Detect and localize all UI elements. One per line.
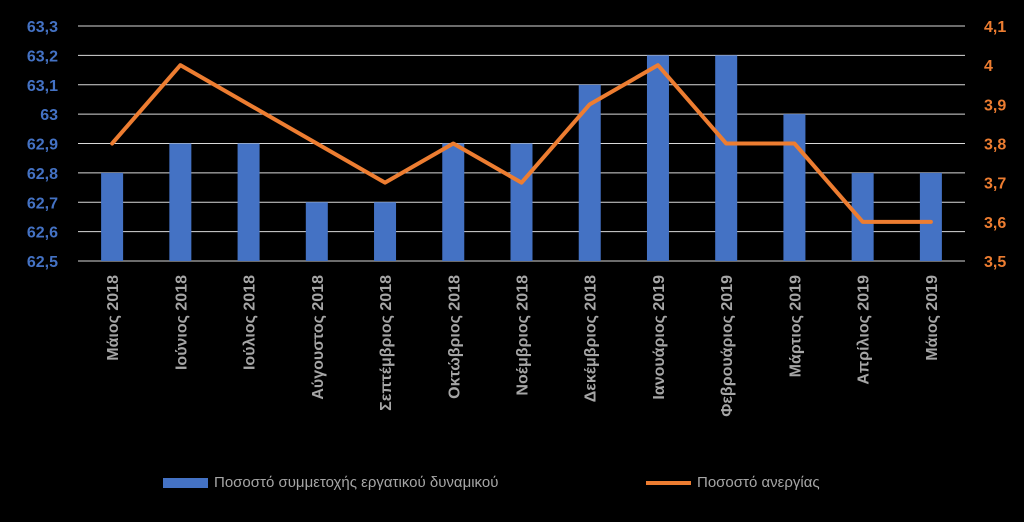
legend-label-bar: Ποσοστό συμμετοχής εργατικού δυναμικού (214, 474, 499, 491)
right-tick-label: 3,5 (984, 254, 1006, 271)
category-label: Μάιος 2019 (924, 275, 941, 361)
right-tick-label: 4 (984, 58, 993, 75)
left-tick-label: 62,8 (27, 166, 58, 183)
bar (578, 84, 601, 261)
category-label: Ιούλιος 2018 (242, 275, 259, 370)
bar (442, 143, 465, 261)
line-series (110, 63, 933, 224)
category-label: Νοέμβριος 2018 (515, 275, 532, 396)
bar-series (101, 55, 942, 261)
legend-item-bar: Ποσοστό συμμετοχής εργατικού δυναμικού (163, 474, 498, 491)
left-axis-ticks: 62,5 62,6 62,7 62,8 62,9 63 63,1 63,2 63,3 (27, 19, 58, 271)
right-axis-ticks: 3,5 3,6 3,7 3,8 3,9 4 4,1 (984, 19, 1006, 271)
bar (101, 172, 124, 261)
left-tick-label: 63,3 (27, 19, 58, 36)
legend: Ποσοστό συμμετοχής εργατικού δυναμικού Π… (0, 474, 1024, 502)
category-axis-labels: Μάιος 2018 Ιούνιος 2018 Ιούλιος 2018 Αύγουσ… (105, 275, 941, 417)
category-label: Σεπτέμβριος 2018 (378, 275, 395, 411)
bar (305, 202, 328, 261)
category-label: Μάιος 2018 (105, 275, 122, 361)
category-label: Μάρτιος 2019 (787, 275, 804, 377)
legend-swatch-line (646, 480, 691, 485)
category-label: Αύγουστος 2018 (310, 275, 327, 400)
right-tick-label: 3,8 (984, 137, 1006, 154)
category-label: Ιούνιος 2018 (173, 275, 190, 370)
bar (919, 172, 942, 261)
bar (851, 172, 874, 261)
left-tick-label: 62,6 (27, 225, 58, 242)
left-tick-label: 63,1 (27, 78, 58, 95)
left-tick-label: 62,5 (27, 254, 58, 271)
legend-swatch-bar (163, 477, 208, 488)
bar (510, 143, 533, 261)
category-label: Δεκέμβριος 2018 (583, 275, 600, 402)
category-label: Ιανουάριος 2019 (651, 275, 668, 400)
right-tick-label: 3,9 (984, 97, 1006, 114)
legend-item-line: Ποσοστό ανεργίας (646, 474, 820, 491)
category-label: Οκτώβριος 2018 (446, 275, 463, 399)
right-tick-label: 3,7 (984, 176, 1006, 193)
left-tick-label: 62,9 (27, 137, 58, 154)
category-label: Απρίλιος 2019 (856, 275, 873, 385)
bar (374, 202, 397, 261)
bar (169, 143, 192, 261)
left-tick-label: 63,2 (27, 48, 58, 65)
left-tick-label: 62,7 (27, 195, 58, 212)
bar (237, 143, 260, 261)
right-tick-label: 3,6 (984, 215, 1006, 232)
category-label: Φεβρουάριος 2019 (719, 275, 736, 417)
left-tick-label: 63 (40, 107, 58, 124)
bar (715, 55, 738, 261)
legend-label-line: Ποσοστό ανεργίας (697, 474, 820, 491)
bar (783, 114, 806, 261)
bar (646, 55, 669, 261)
right-tick-label: 4,1 (984, 19, 1006, 36)
